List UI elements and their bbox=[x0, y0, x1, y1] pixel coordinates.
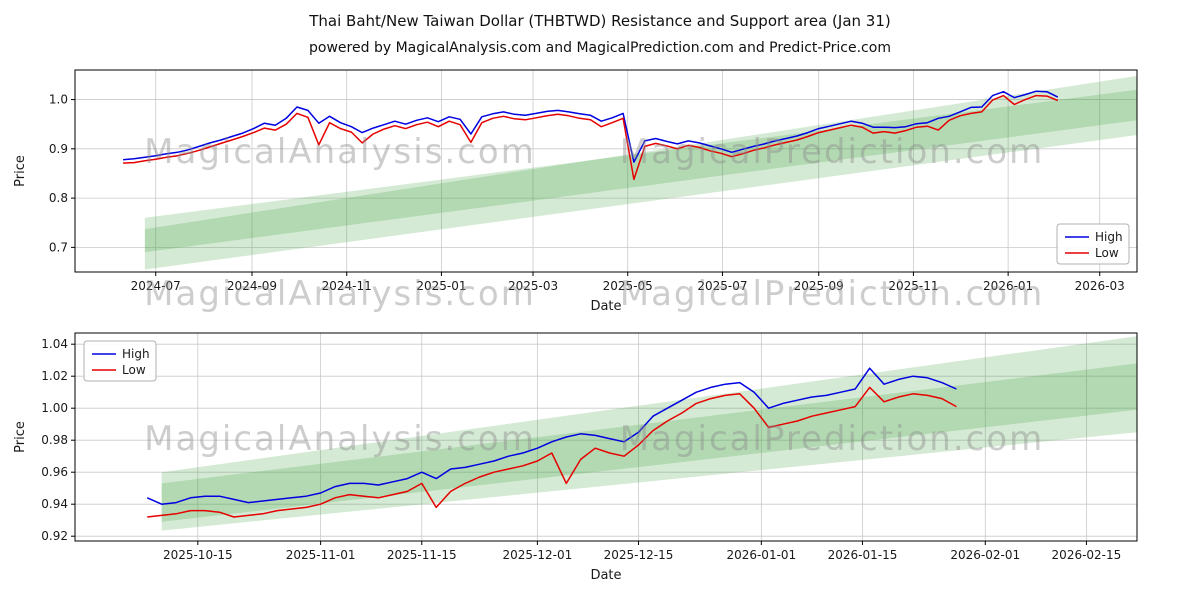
band-polygon bbox=[144, 89, 1138, 270]
gridlines bbox=[75, 70, 1137, 272]
y-axis: 0.92 0.94 0.96 0.98 1.00 1.02 1.04 bbox=[41, 337, 75, 543]
x-axis: 2024-07 2024-09 2024-11 2025-01 2025-03 2025-… bbox=[131, 272, 1125, 293]
x-tick-label: 2025-11-01 bbox=[286, 548, 356, 562]
x-tick-label: 2026-03 bbox=[1075, 279, 1125, 293]
bottom-chart: 2025-10-15 2025-11-01 2025-11-15 2025-12-01… bbox=[13, 332, 1138, 583]
y-tick-label: 0.7 bbox=[49, 240, 68, 254]
x-axis-label: Date bbox=[590, 568, 621, 583]
series-line-high bbox=[123, 90, 1059, 163]
chart-title: Thai Baht/New Taiwan Dollar (THBTWD) Res… bbox=[309, 12, 891, 30]
band-polygon bbox=[161, 363, 1138, 531]
y-tick-label: 1.04 bbox=[41, 337, 68, 351]
x-tick-label: 2025-12-15 bbox=[604, 548, 674, 562]
series-line-low bbox=[123, 94, 1059, 181]
series-line-low bbox=[147, 386, 957, 518]
y-tick-label: 0.96 bbox=[41, 465, 68, 479]
y-tick-label: 0.98 bbox=[41, 433, 68, 447]
y-tick-label: 1.02 bbox=[41, 369, 68, 383]
x-tick-label: 2025-05 bbox=[603, 279, 653, 293]
legend-label-high: High bbox=[1095, 230, 1123, 244]
y-axis-label: Price bbox=[13, 421, 28, 453]
y-axis-label: Price bbox=[13, 155, 28, 187]
band-polygon bbox=[161, 336, 1138, 522]
support-resistance-bands bbox=[144, 75, 1138, 270]
legend: High Low bbox=[83, 340, 157, 382]
x-tick-label: 2026-01-15 bbox=[828, 548, 898, 562]
x-tick-label: 2026-01-01 bbox=[726, 548, 796, 562]
y-tick-label: 0.94 bbox=[41, 497, 68, 511]
support-resistance-bands bbox=[161, 336, 1138, 531]
x-tick-label: 2026-01 bbox=[983, 279, 1033, 293]
band-polygon bbox=[144, 75, 1138, 253]
x-tick-label: 2024-07 bbox=[131, 279, 181, 293]
x-axis-label: Date bbox=[590, 299, 621, 314]
legend: High Low bbox=[1056, 223, 1130, 265]
y-tick-label: 1.00 bbox=[41, 401, 68, 415]
x-tick-label: 2025-11-15 bbox=[387, 548, 457, 562]
legend-label-low: Low bbox=[1095, 246, 1119, 260]
legend-label-low: Low bbox=[122, 363, 146, 377]
x-tick-label: 2025-09 bbox=[794, 279, 844, 293]
y-axis: 0.7 0.8 0.9 1.0 bbox=[49, 93, 75, 254]
x-axis: 2025-10-15 2025-11-01 2025-11-15 2025-12-01… bbox=[163, 541, 1121, 562]
gridlines bbox=[75, 333, 1137, 541]
legend-label-high: High bbox=[122, 347, 150, 361]
y-tick-label: 0.92 bbox=[41, 529, 68, 543]
top-chart: 2024-07 2024-09 2024-11 2025-01 2025-03 2025-… bbox=[13, 69, 1138, 314]
x-tick-label: 2025-11 bbox=[888, 279, 938, 293]
x-tick-label: 2026-02-01 bbox=[950, 548, 1020, 562]
chart-subtitle: powered by MagicalAnalysis.com and Magic… bbox=[309, 40, 891, 56]
axes-frame bbox=[74, 69, 1138, 273]
x-tick-label: 2025-10-15 bbox=[163, 548, 233, 562]
x-tick-label: 2025-07 bbox=[697, 279, 747, 293]
x-tick-label: 2024-11 bbox=[322, 279, 372, 293]
x-tick-label: 2025-01 bbox=[416, 279, 466, 293]
y-tick-label: 1.0 bbox=[49, 93, 68, 107]
axes-frame bbox=[74, 332, 1138, 542]
y-tick-label: 0.8 bbox=[49, 191, 68, 205]
x-tick-label: 2025-12-01 bbox=[502, 548, 572, 562]
y-tick-label: 0.9 bbox=[49, 142, 68, 156]
series-line-high bbox=[146, 367, 957, 505]
x-tick-label: 2025-03 bbox=[508, 279, 558, 293]
x-tick-label: 2024-09 bbox=[227, 279, 277, 293]
x-tick-label: 2026-02-15 bbox=[1052, 548, 1122, 562]
